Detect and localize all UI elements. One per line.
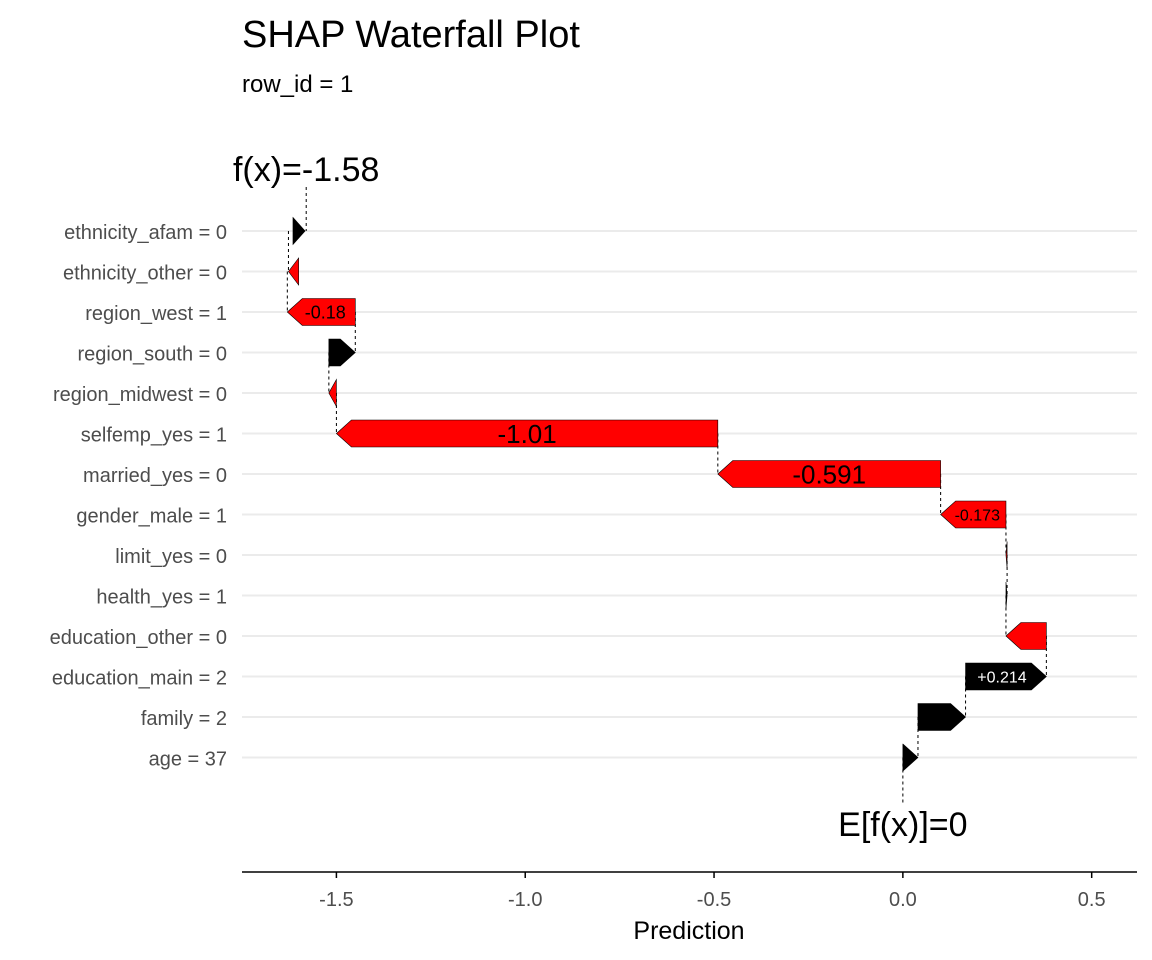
feature-label: ethnicity_other = 0 (63, 263, 227, 285)
base-value-annotation: E[f(x)]=0 (838, 806, 967, 844)
bar (1005, 541, 1008, 569)
x-tick-label: -1.0 (508, 889, 542, 911)
bars: -0.18 -1.01 -0.591 -0.173 +0.214 (286, 216, 1047, 772)
bar-value-label: -0.591 (792, 459, 866, 489)
feature-label: education_main = 2 (52, 668, 227, 690)
x-axis-title: Prediction (633, 917, 744, 945)
feature-label: education_other = 0 (50, 627, 227, 649)
bar (335, 419, 719, 448)
bar (288, 257, 299, 286)
bar (902, 743, 919, 772)
bar (940, 500, 1007, 529)
bar (328, 378, 337, 408)
bar (286, 298, 356, 326)
bar (1005, 581, 1008, 610)
fx-annotation: f(x)=-1.58 (233, 151, 379, 189)
feature-label: age = 37 (149, 749, 227, 771)
bar-value-label: -0.173 (955, 507, 1000, 524)
x-axis: -1.5 -1.0 -0.5 0.0 0.5 (242, 871, 1137, 911)
bar-value-label: -0.18 (305, 302, 346, 322)
chart-subtitle: row_id = 1 (242, 71, 353, 98)
feature-label: family = 2 (141, 708, 227, 730)
feature-label: health_yes = 1 (96, 587, 227, 609)
feature-label: ethnicity_afam = 0 (64, 222, 227, 244)
chart-title: SHAP Waterfall Plot (242, 14, 580, 56)
bar (717, 460, 941, 488)
feature-label: selfemp_yes = 1 (81, 425, 227, 447)
feature-labels: ethnicity_afam = 0 ethnicity_other = 0 reg… (50, 222, 227, 771)
bar (917, 703, 967, 731)
x-tick-label: -1.5 (319, 889, 353, 911)
feature-label: region_midwest = 0 (53, 384, 227, 406)
feature-label: limit_yes = 0 (115, 546, 227, 568)
feature-label: gender_male = 1 (76, 506, 227, 528)
feature-label: region_south = 0 (77, 344, 227, 366)
bar (965, 662, 1047, 691)
feature-label: region_west = 1 (85, 303, 227, 325)
bar (328, 338, 356, 367)
bar-value-label: +0.214 (977, 669, 1026, 686)
x-tick-label: -0.5 (697, 889, 731, 911)
x-tick-label: 0.0 (889, 889, 917, 911)
x-tick-label: 0.5 (1078, 889, 1106, 911)
bar (292, 216, 306, 246)
bar-value-label: -1.01 (497, 419, 556, 449)
bar (1005, 622, 1047, 650)
feature-label: married_yes = 0 (83, 465, 227, 487)
